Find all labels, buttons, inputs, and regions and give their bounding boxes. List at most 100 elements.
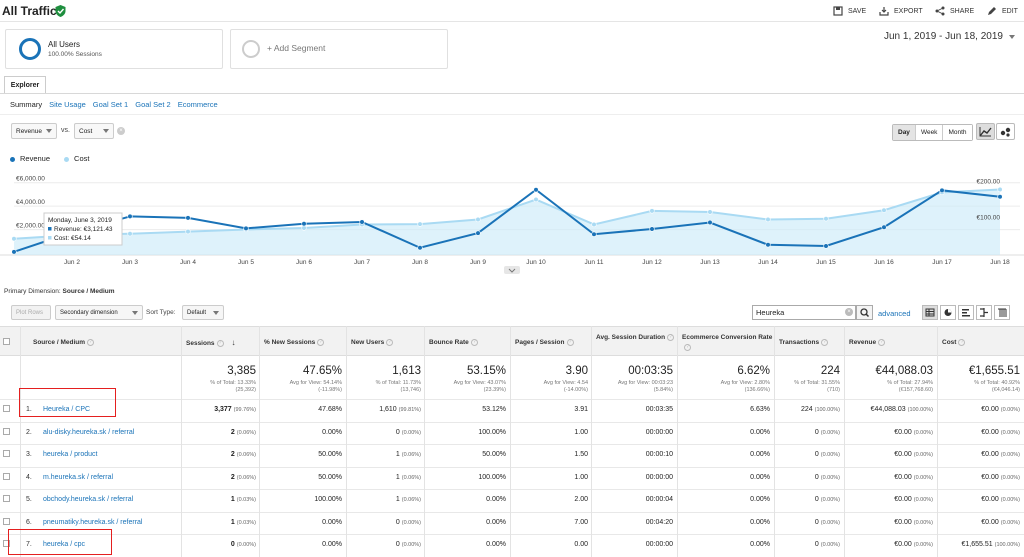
value-conv: 0.00%: [750, 473, 770, 481]
cell-pages: 7.00: [511, 513, 592, 535]
cell-conv: 0.00%: [678, 535, 774, 557]
row-index: 3.: [26, 451, 32, 458]
total-cell: 6.62% Avg for View: 2.80% (136.66%): [678, 356, 774, 399]
source-medium-link[interactable]: obchody.heureka.sk / referral: [43, 496, 134, 503]
primary-dimension-value[interactable]: Source / Medium: [62, 288, 115, 295]
table-view-button[interactable]: [922, 305, 938, 320]
pie-view-button[interactable]: [940, 305, 956, 320]
plot-rows-button[interactable]: Plot Rows: [11, 305, 51, 320]
segment-all-users[interactable]: All Users 100.00% Sessions: [5, 29, 223, 69]
col-ecommerce-conversion-rate[interactable]: Ecommerce Conversion Rate?: [678, 327, 773, 355]
search-button[interactable]: [856, 305, 873, 320]
col-new-sessions[interactable]: % New Sessions?: [260, 327, 346, 355]
edit-button[interactable]: EDIT: [987, 6, 1018, 16]
select-all-checkbox[interactable]: [3, 338, 10, 345]
granularity-month[interactable]: Month: [942, 125, 972, 140]
subtab-summary[interactable]: Summary: [10, 100, 43, 109]
subtab-goal-set-1[interactable]: Goal Set 1: [92, 100, 129, 109]
col-divider: [259, 326, 260, 557]
row-checkbox[interactable]: [3, 472, 10, 480]
value-trans: 0: [814, 518, 819, 526]
granularity-day[interactable]: Day: [893, 125, 915, 140]
row-checkbox[interactable]: [3, 540, 10, 547]
advanced-filter-link[interactable]: advanced: [878, 309, 911, 318]
revenue-point: [881, 224, 887, 230]
subtab-ecommerce[interactable]: Ecommerce: [177, 100, 218, 109]
value-duration: 00:00:00: [645, 473, 673, 481]
share-icon: [935, 6, 945, 16]
clear-search-icon[interactable]: ×: [845, 308, 853, 316]
source-medium-link[interactable]: Heureka / CPC: [43, 406, 91, 413]
value-sessions: 1: [230, 496, 235, 503]
row-index: 5.: [26, 496, 32, 503]
cost-point: [881, 207, 887, 213]
row-checkbox[interactable]: [3, 450, 10, 457]
col-new-users[interactable]: New Users?: [347, 327, 425, 355]
value-trans: 224: [800, 406, 813, 413]
value-duration: 00:03:35: [645, 406, 673, 413]
col-bounce-rate[interactable]: Bounce Rate?: [425, 327, 510, 355]
source-medium-link[interactable]: heureka / product: [43, 451, 98, 458]
col-cost[interactable]: Cost?: [938, 327, 1024, 355]
select-all-cell: [0, 327, 20, 355]
line-chart-button[interactable]: [976, 123, 995, 140]
cell-revenue: €0.00 (0.00%): [845, 513, 937, 535]
chart-resize-handle[interactable]: [504, 266, 520, 274]
date-range-picker[interactable]: Jun 1, 2019 - Jun 18, 2019: [884, 31, 1015, 42]
row-checkbox[interactable]: [3, 495, 10, 502]
col-avg-session-duration-label: Avg. Session Duration: [596, 334, 666, 341]
col-revenue[interactable]: Revenue?: [845, 327, 937, 355]
col-transactions[interactable]: Transactions?: [775, 327, 843, 355]
total-value: 47.65%: [302, 365, 342, 377]
remove-comparison-icon[interactable]: ×: [117, 127, 125, 135]
motion-chart-button[interactable]: [996, 123, 1015, 140]
subtab-goal-set-2[interactable]: Goal Set 2: [135, 100, 171, 109]
row-index: 1.: [26, 406, 32, 413]
col-revenue-label: Revenue: [849, 339, 877, 346]
cell-new_users: 0 (0.00%): [347, 423, 425, 445]
granularity-week[interactable]: Week: [914, 125, 943, 140]
cell-duration: 00:04:20: [592, 513, 677, 535]
total-sub-2: (710): [827, 387, 840, 393]
sort-type-select[interactable]: Default: [182, 305, 224, 320]
row-checkbox[interactable]: [3, 427, 10, 435]
cost-point: [475, 216, 481, 223]
left-axis-ticks: €6,000.00 €4,000.00 €2,000.00: [16, 176, 45, 230]
export-button[interactable]: EXPORT: [879, 6, 923, 16]
col-pages-session[interactable]: Pages / Session?: [511, 327, 592, 355]
pivot-view-button[interactable]: [994, 305, 1010, 320]
save-button[interactable]: SAVE: [833, 6, 866, 16]
comparison-view-button[interactable]: [976, 305, 992, 320]
table-row: 3. heureka / product 2 (0.06%) 50.00% 1 (0.0…: [0, 445, 1024, 468]
value-duration: 00:00:10: [645, 451, 673, 458]
subtab-site-usage[interactable]: Site Usage: [49, 100, 86, 109]
tab-explorer[interactable]: Explorer: [4, 76, 46, 93]
cell-new_users: 0 (0.00%): [347, 535, 425, 557]
col-sessions[interactable]: Sessions? ↓: [182, 327, 260, 355]
source-medium-link[interactable]: pneumatiky.heureka.sk / referral: [43, 518, 143, 526]
table-search-input[interactable]: Heureka: [752, 305, 856, 320]
secondary-dimension-select[interactable]: Secondary dimension: [55, 305, 143, 320]
col-source-medium[interactable]: Source / Medium?: [29, 327, 179, 355]
table-row: 5. obchody.heureka.sk / referral 1 (0.03%)…: [0, 490, 1024, 513]
add-segment-button[interactable]: + Add Segment: [230, 29, 448, 69]
revenue-series-line: [13, 188, 1001, 253]
row-checkbox[interactable]: [3, 405, 10, 412]
share-button[interactable]: SHARE: [935, 6, 974, 16]
row-checkbox[interactable]: [3, 517, 10, 525]
source-medium-link[interactable]: m.heureka.sk / referral: [43, 473, 114, 481]
secondary-metric-select[interactable]: Cost: [74, 123, 114, 139]
comparison-icon: [980, 308, 988, 317]
source-medium-link[interactable]: heureka / cpc: [43, 541, 86, 548]
primary-metric-select[interactable]: Revenue: [11, 123, 57, 139]
percent-new_users: (0.00%): [401, 429, 421, 436]
cell-conv: 0.00%: [678, 513, 774, 535]
revenue-dot-icon: [10, 156, 15, 162]
source-medium-link[interactable]: alu-disky.heureka.sk / referral: [43, 428, 135, 436]
total-sub-1: % of Total: 27.94%: [887, 380, 933, 386]
col-avg-session-duration[interactable]: Avg. Session Duration?: [592, 327, 677, 355]
revenue-cost-chart[interactable]: €6,000.00 €4,000.00 €2,000.00 €200.00 €100.…: [0, 163, 1024, 276]
bar-view-button[interactable]: [958, 305, 974, 320]
cell-conv: 6.63%: [678, 400, 774, 422]
percent-cost: (0.00%): [1000, 452, 1020, 458]
